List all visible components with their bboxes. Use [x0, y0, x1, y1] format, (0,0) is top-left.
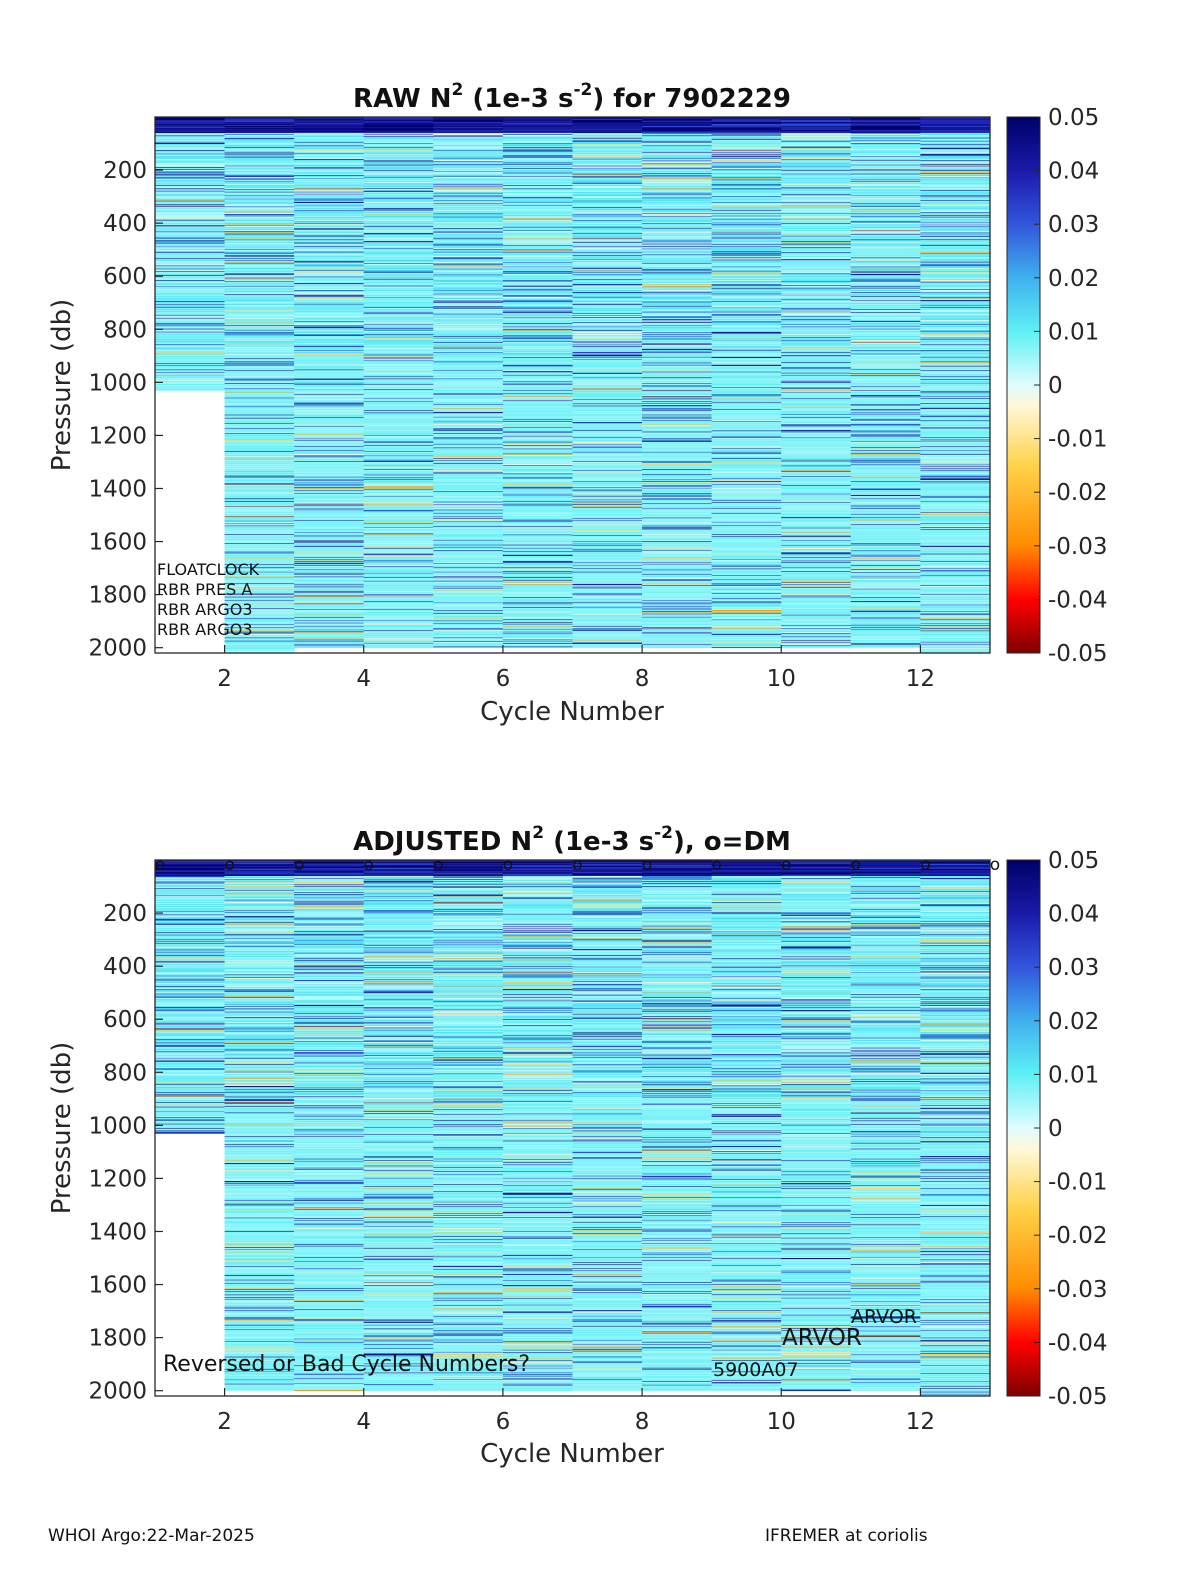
- raw-panel: RAW N2 (1e-3 s-2) for 7902229 2004006008…: [47, 80, 1108, 727]
- heatmap-cell: [155, 390, 225, 391]
- raw-heatmap: [155, 117, 990, 653]
- raw-title: RAW N2 (1e-3 s-2) for 7902229: [353, 80, 791, 114]
- figure: RAW N2 (1e-3 s-2) for 7902229 2004006008…: [0, 0, 1200, 1575]
